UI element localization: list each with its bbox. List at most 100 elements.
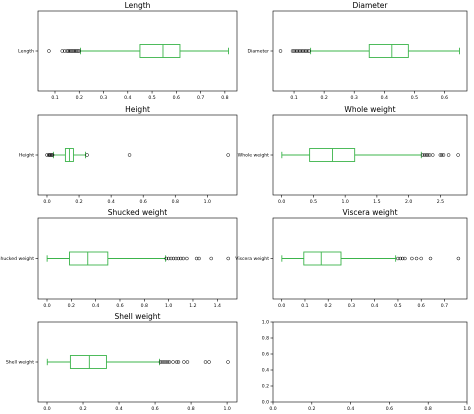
y-tick-label: 0.6 xyxy=(262,352,269,358)
x-tick-label: 1.0 xyxy=(463,406,470,412)
outlier-point xyxy=(171,360,175,364)
outlier-point xyxy=(278,49,283,53)
x-tick-label: 0.1 xyxy=(301,303,308,309)
x-tick-label: 0.8 xyxy=(187,406,194,412)
x-tick-label: 1.0 xyxy=(204,199,211,205)
x-tick-label: 0.3 xyxy=(100,95,107,101)
x-tick-label: 1.5 xyxy=(373,199,380,205)
x-tick-label: 0.2 xyxy=(68,303,75,309)
outlier-point xyxy=(171,256,176,261)
outlier-point xyxy=(419,256,423,261)
outlier-point xyxy=(174,256,178,261)
y-tick-label: Length xyxy=(18,49,34,55)
x-tick-label: 0.5 xyxy=(310,199,317,205)
x-tick-label: 0.6 xyxy=(140,199,147,205)
x-tick-label: 2.5 xyxy=(437,199,444,205)
axes-frame xyxy=(37,114,238,196)
outlier-point xyxy=(226,256,230,261)
outlier-point xyxy=(441,153,446,157)
outlier-point xyxy=(420,153,425,157)
x-tick-label: 0.6 xyxy=(441,95,448,101)
x-tick-label: 0.8 xyxy=(141,303,148,309)
x-tick-label: 0.0 xyxy=(278,303,285,309)
x-tick-label: 0.0 xyxy=(269,406,276,412)
outlier-point xyxy=(410,256,414,261)
x-tick-label: 0.6 xyxy=(418,303,425,309)
x-tick-label: 0.7 xyxy=(441,303,448,309)
subplot-title: Whole weight xyxy=(344,105,395,114)
x-tick-label: 0.7 xyxy=(197,95,204,101)
outlier-point xyxy=(207,360,211,364)
x-tick-label: 0.2 xyxy=(308,406,315,412)
outlier-point xyxy=(72,49,77,53)
y-tick-label: Shucked weight xyxy=(0,256,34,262)
x-tick-label: 0.4 xyxy=(92,303,99,309)
outlier-point xyxy=(73,49,78,53)
outlier-point xyxy=(162,360,166,364)
x-tick-label: 0.4 xyxy=(347,406,354,412)
outlier-point xyxy=(65,49,69,53)
x-tick-label: 0.4 xyxy=(371,303,378,309)
axes-frame xyxy=(272,321,468,403)
outlier-point xyxy=(400,256,405,261)
outlier-point xyxy=(307,49,311,53)
x-tick-label: 0.6 xyxy=(116,303,123,309)
y-tick-label: 0.2 xyxy=(262,384,269,390)
y-tick-label: Viscera weight xyxy=(235,256,269,262)
y-tick-label: Whole weight xyxy=(238,153,270,159)
outlier-point xyxy=(456,153,460,157)
subplot-title: Length xyxy=(125,1,151,10)
outlier-point xyxy=(182,360,186,364)
outlier-point xyxy=(77,49,82,53)
iqr-box xyxy=(69,355,107,369)
subplot-3: Height 0.0 0.2 0.4 0.6 0.8 1.0 Height xyxy=(19,105,238,205)
x-tick-label: 0.6 xyxy=(386,406,393,412)
outlier-point xyxy=(164,256,168,261)
outlier-point xyxy=(66,49,71,53)
outlier-point xyxy=(158,360,163,364)
x-tick-label: 0.4 xyxy=(107,199,114,205)
x-tick-label: 0.2 xyxy=(320,95,327,101)
x-tick-label: 0.2 xyxy=(76,95,83,101)
x-tick-label: 0.3 xyxy=(348,303,355,309)
x-tick-label: 1.0 xyxy=(341,199,348,205)
outlier-point xyxy=(414,256,419,261)
outlier-point xyxy=(164,360,168,364)
outlier-point xyxy=(185,256,189,261)
outlier-point xyxy=(425,153,430,157)
iqr-box xyxy=(303,251,342,266)
x-tick-label: 1.0 xyxy=(165,303,172,309)
outlier-point xyxy=(71,49,75,53)
outlier-point xyxy=(226,360,230,364)
outlier-point xyxy=(176,256,181,261)
subplot-7: Shell weight 0.0 0.2 0.4 0.6 0.8 1.0 Shell weig… xyxy=(6,312,238,412)
subplot-title: Height xyxy=(125,105,150,114)
x-tick-label: 0.0 xyxy=(43,303,50,309)
outlier-point xyxy=(427,153,432,157)
outlier-point xyxy=(446,153,451,157)
x-tick-label: 0.6 xyxy=(151,406,158,412)
y-tick-label: Height xyxy=(19,153,34,159)
outlier-point xyxy=(430,153,435,157)
subplot-6: Viscera weight 0.0 0.1 0.2 0.3 0.4 0.5 0.6 0.7 Vi… xyxy=(235,208,468,309)
subplot-title: Shell weight xyxy=(115,312,161,321)
outlier-point xyxy=(428,256,433,261)
x-tick-label: 0.8 xyxy=(221,95,228,101)
subplot-2: Diameter 0.1 0.2 0.3 0.4 0.5 0.6 Diameter xyxy=(248,1,468,101)
outlier-point xyxy=(60,49,65,53)
outlier-point xyxy=(194,256,199,261)
outlier-point xyxy=(179,256,183,261)
outlier-point xyxy=(176,360,181,364)
outlier-point xyxy=(169,256,173,261)
outlier-point xyxy=(181,256,185,261)
x-tick-label: 0.4 xyxy=(115,406,122,412)
x-tick-label: 2.0 xyxy=(405,199,412,205)
outlier-point xyxy=(456,256,461,261)
y-tick-label: 1.0 xyxy=(262,320,269,326)
x-tick-label: 0.4 xyxy=(381,95,388,101)
subplot-4: Whole weight 0.0 0.5 1.0 1.5 2.0 2.5 Whole weig… xyxy=(238,105,468,205)
x-tick-label: 0.5 xyxy=(394,303,401,309)
x-tick-label: 0.2 xyxy=(79,406,86,412)
outlier-point xyxy=(127,153,132,157)
